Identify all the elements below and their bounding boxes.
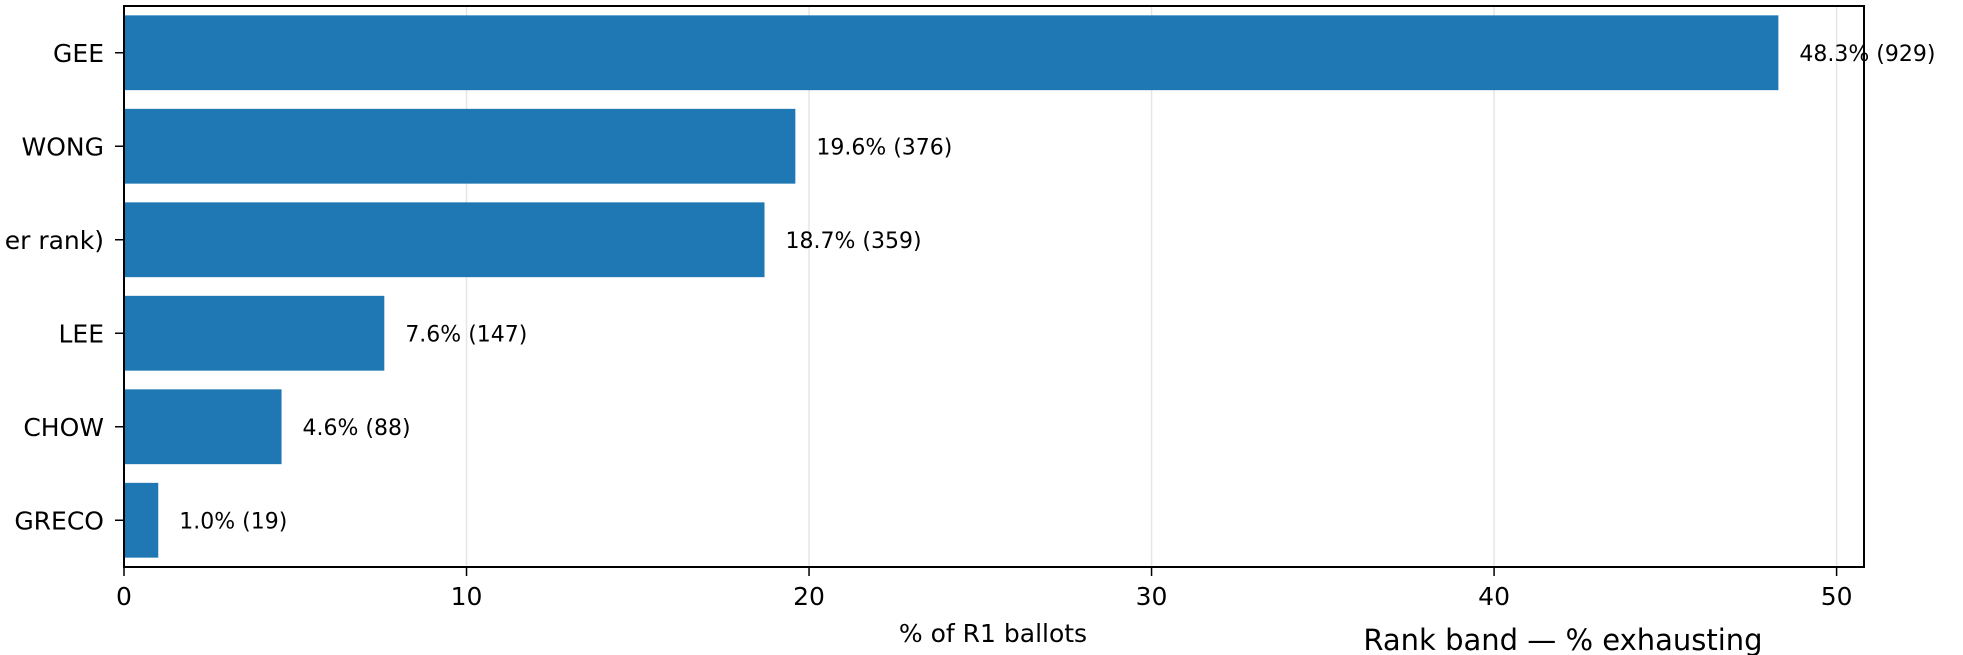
y-tick-label-3: LEE: [58, 319, 104, 348]
x-axis-ticks: 0 10 20 30 40 50: [116, 567, 1853, 611]
plot-frame: [123, 5, 1865, 568]
x-axis-title: % of R1 ballots: [899, 619, 1087, 648]
bar-2: [124, 202, 765, 278]
y-axis-ticks: GEE WONG er rank) LEE CHOW GRECO: [5, 39, 124, 535]
data-label-1: 19.6% (376): [816, 135, 952, 160]
bar-4: [124, 389, 282, 465]
y-tick-label-0: GEE: [53, 39, 104, 68]
data-label-4: 4.6% (88): [303, 416, 411, 441]
bar-0: [124, 15, 1779, 91]
data-labels: 48.3% (929) 19.6% (376) 18.7% (359) 7.6% (1…: [179, 42, 1935, 535]
y-tick-label-5: GRECO: [14, 506, 104, 535]
bar-3: [124, 295, 385, 371]
rank-band-title: Rank band — % exhausting: [1363, 623, 1762, 655]
data-label-0: 48.3% (929): [1799, 42, 1935, 67]
y-tick-label-2: er rank): [5, 226, 104, 255]
data-label-2: 18.7% (359): [786, 229, 922, 254]
data-label-5: 1.0% (19): [179, 509, 287, 534]
bar-5: [124, 482, 159, 558]
x-tick-label-20: 20: [793, 582, 825, 611]
x-tick-label-0: 0: [116, 582, 132, 611]
bars: [124, 15, 1779, 558]
y-tick-label-4: CHOW: [23, 413, 104, 442]
x-tick-label-50: 50: [1821, 582, 1853, 611]
y-tick-label-1: WONG: [22, 132, 104, 161]
data-label-3: 7.6% (147): [405, 322, 527, 347]
x-tick-label-10: 10: [451, 582, 483, 611]
x-tick-label-30: 30: [1136, 582, 1168, 611]
bar-1: [124, 108, 796, 184]
x-tick-label-40: 40: [1478, 582, 1510, 611]
